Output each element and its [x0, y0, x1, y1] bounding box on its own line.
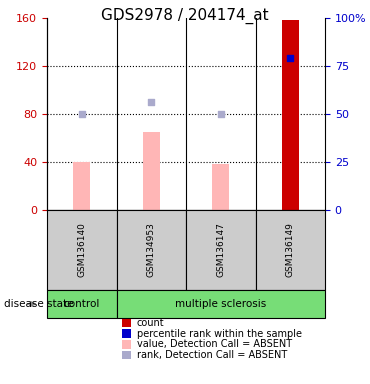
Text: GDS2978 / 204174_at: GDS2978 / 204174_at [101, 8, 269, 24]
Text: GSM136147: GSM136147 [216, 223, 225, 277]
Bar [142, 132, 160, 210]
Text: percentile rank within the sample: percentile rank within the sample [137, 329, 302, 339]
Text: GSM136149: GSM136149 [286, 223, 295, 277]
Text: count: count [137, 318, 165, 328]
Text: value, Detection Call = ABSENT: value, Detection Call = ABSENT [137, 339, 292, 349]
Text: rank, Detection Call = ABSENT: rank, Detection Call = ABSENT [137, 350, 287, 360]
Bar [282, 20, 299, 210]
Point [218, 111, 224, 117]
Point [79, 111, 85, 117]
Point [287, 55, 293, 61]
Text: multiple sclerosis: multiple sclerosis [175, 299, 266, 309]
Text: control: control [64, 299, 100, 309]
Point [148, 99, 154, 105]
Text: disease state: disease state [4, 299, 73, 309]
Bar [212, 164, 229, 210]
Text: GSM136140: GSM136140 [77, 223, 86, 277]
Bar [73, 162, 90, 210]
Text: GSM134953: GSM134953 [147, 223, 156, 277]
